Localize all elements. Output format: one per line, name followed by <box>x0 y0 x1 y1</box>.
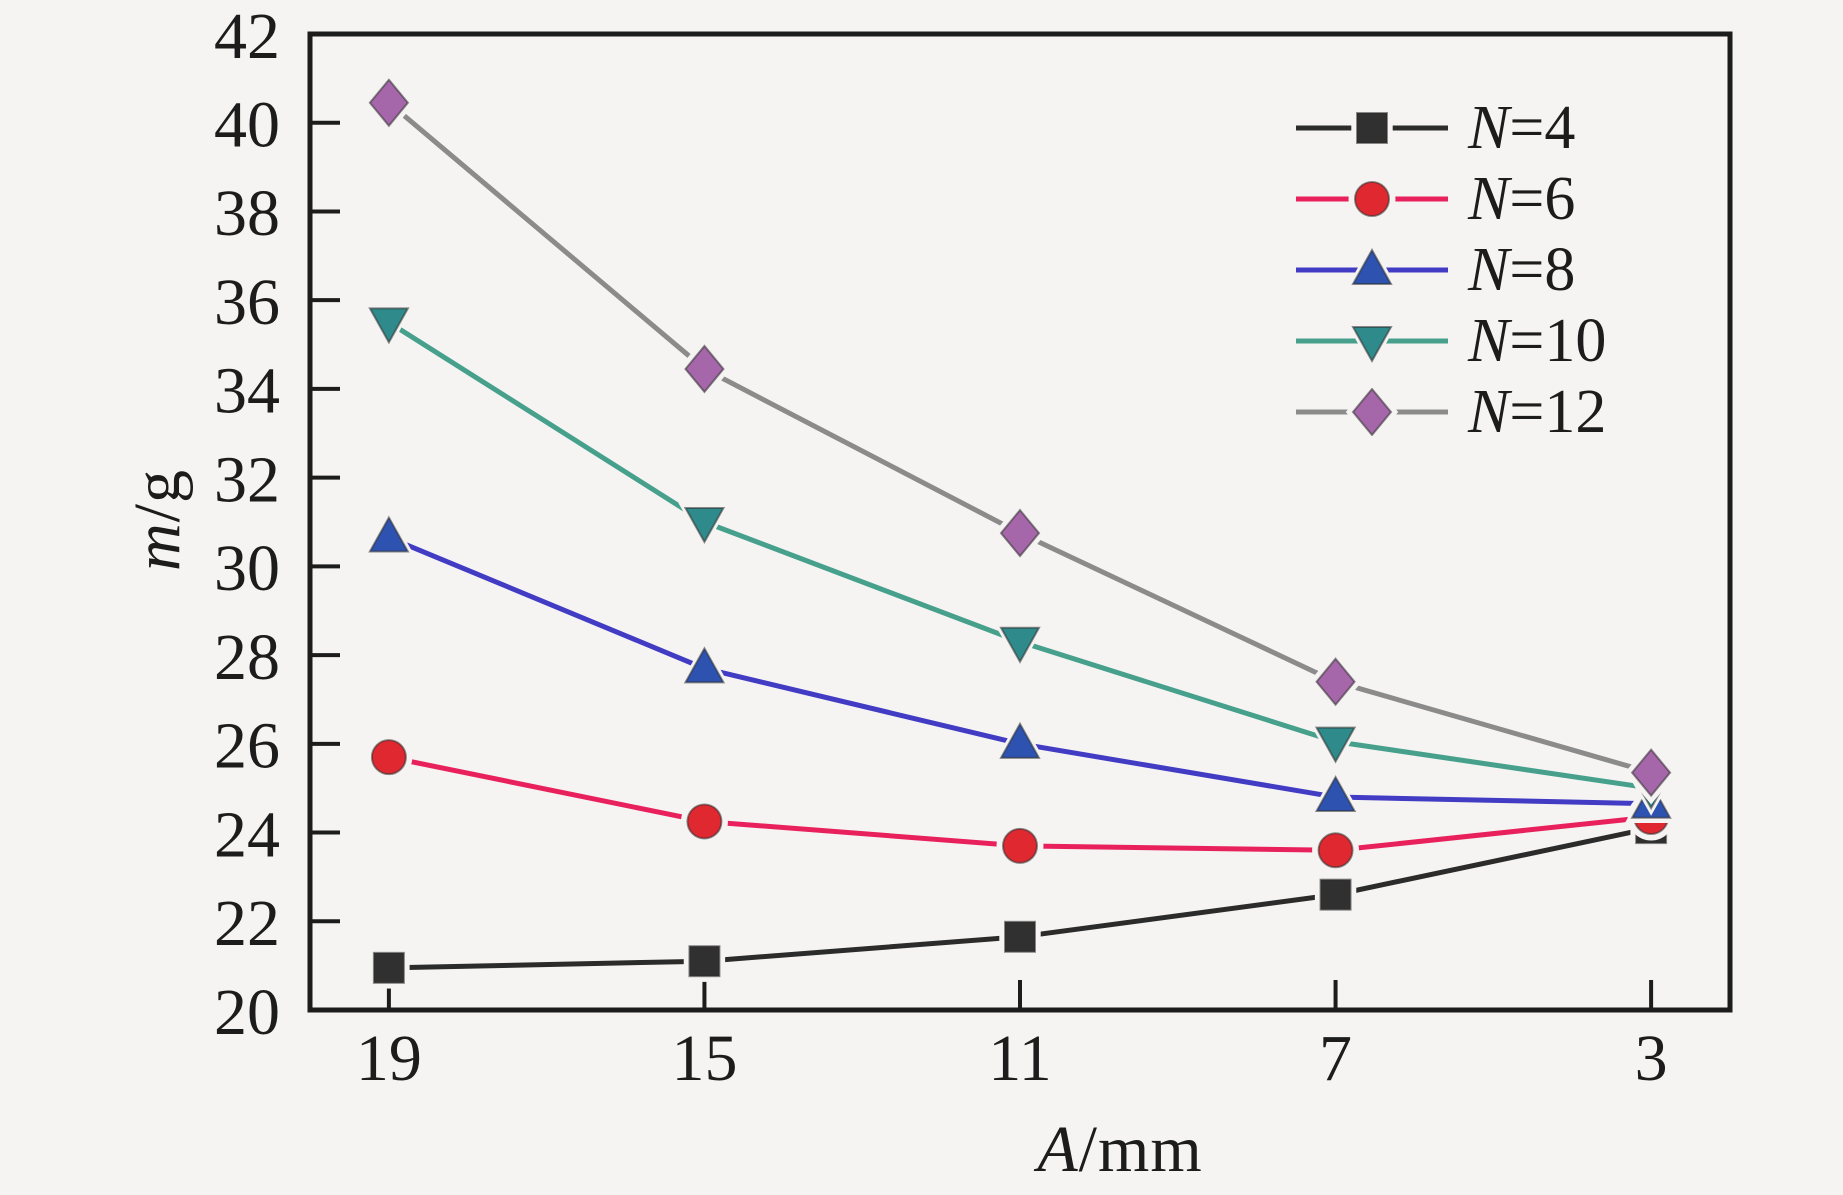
y-tick-label-26: 26 <box>214 710 280 783</box>
legend-label-n12: N=12 <box>1468 377 1607 446</box>
y-tick-label-38: 38 <box>214 177 280 250</box>
square-marker <box>372 951 405 984</box>
legend-swatch-n4 <box>1296 106 1448 149</box>
legend-item-n10: N=10 <box>1292 305 1606 376</box>
diamond-marker <box>684 344 725 394</box>
diamond-marker <box>1630 748 1672 798</box>
circle-marker <box>686 803 723 840</box>
diamond-marker <box>999 508 1041 558</box>
chart-legend: N=4 N=6 N=8 N=10 N=12 <box>1292 92 1606 447</box>
legend-item-n4: N=4 <box>1292 92 1606 163</box>
legend-label-n8: N=8 <box>1468 235 1576 304</box>
diamond-marker <box>1351 387 1393 436</box>
x-axis-title: A/mm <box>1037 1113 1203 1186</box>
plot-frame <box>307 31 1733 1013</box>
y-tick-label-42: 42 <box>214 0 280 73</box>
triangle-up-marker <box>368 515 410 553</box>
legend-swatch-n10 <box>1296 321 1448 365</box>
y-tick-label-24: 24 <box>214 798 280 871</box>
triangle-down-marker <box>368 307 410 345</box>
triangle-up-marker <box>683 646 726 684</box>
x-tick-label-15: 15 <box>671 1022 737 1095</box>
triangle-up-marker <box>999 721 1041 759</box>
legend-swatch-n8 <box>1296 245 1448 289</box>
triangle-up-marker <box>1351 247 1393 285</box>
circle-marker <box>370 739 407 776</box>
circle-marker <box>1002 827 1038 864</box>
y-tick-label-34: 34 <box>214 355 280 428</box>
circle-marker <box>1317 832 1354 869</box>
x-tick-label-3: 3 <box>1635 1022 1668 1095</box>
circle-marker <box>1354 180 1390 217</box>
legend-item-n8: N=8 <box>1292 234 1606 305</box>
legend-swatch-n12 <box>1296 387 1448 436</box>
x-tick-label-11: 11 <box>988 1022 1052 1095</box>
legend-item-n12: N=12 <box>1292 376 1606 447</box>
triangle-down-marker <box>683 507 726 545</box>
legend-label-n6: N=6 <box>1468 164 1576 233</box>
y-tick-label-40: 40 <box>214 88 280 161</box>
legend-label-n10: N=10 <box>1468 306 1607 375</box>
diamond-marker <box>368 78 410 128</box>
legend-item-n6: N=6 <box>1292 163 1606 234</box>
legend-label-n4: N=4 <box>1468 93 1576 162</box>
y-tick-label-30: 30 <box>214 532 280 605</box>
triangle-down-marker <box>1351 325 1393 363</box>
y-tick-label-22: 22 <box>214 887 280 960</box>
y-tick-label-32: 32 <box>214 443 280 516</box>
square-marker <box>1356 111 1388 144</box>
square-marker <box>1319 878 1352 911</box>
square-marker <box>688 945 721 978</box>
diamond-marker <box>1315 657 1356 707</box>
y-tick-label-28: 28 <box>214 621 280 694</box>
series-line-N=8 <box>387 535 1652 807</box>
triangle-up-marker <box>1314 775 1357 813</box>
y-tick-label-20: 20 <box>214 976 280 1049</box>
triangle-down-marker <box>999 626 1041 664</box>
legend-swatch-n6 <box>1296 175 1448 222</box>
y-tick-label-36: 36 <box>214 266 280 339</box>
x-tick-label-7: 7 <box>1319 1022 1352 1095</box>
square-marker <box>1004 920 1036 953</box>
x-tick-label-19: 19 <box>356 1022 422 1095</box>
triangle-down-marker <box>1314 726 1357 764</box>
y-axis-title: m/g <box>121 468 194 572</box>
